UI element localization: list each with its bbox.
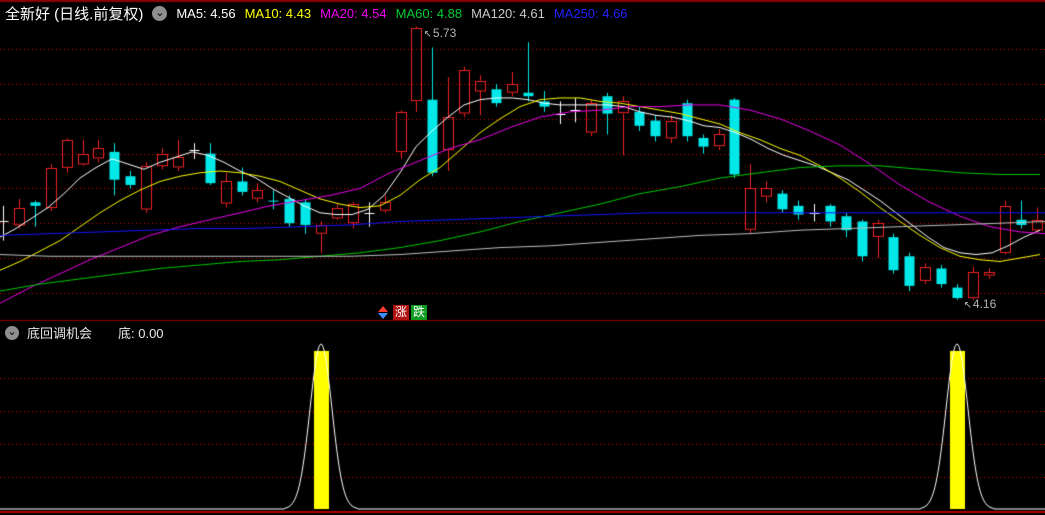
ma60-value-label: MA60: 4.88 [395,5,463,21]
indicator-value-label: 底: 0.00 [118,326,164,341]
chevron-down-icon[interactable]: ⌄ [152,5,168,21]
ma120-value-label: MA120: 4.61 [471,5,545,21]
rise-badge-button[interactable]: 涨 [393,304,409,320]
symbol-period-title: 全新好 (日线.前复权) [5,5,144,23]
ma5-value-label: MA5: 4.56 [176,5,236,21]
indicator-panel-header: ⌄ 底回调机会 底: 0.00 [5,323,164,342]
indicator-name-label: 底回调机会 [27,326,93,341]
ma20-value-label: MA20: 4.54 [320,5,387,21]
title-bar: 全新好 (日线.前复权) ⌄ MA5: 4.56 MA10: 4.43 MA20… [0,2,1045,24]
fall-badge-button[interactable]: 跌 [411,304,427,320]
ma250-value-label: MA250: 4.66 [553,5,628,21]
ma10-value-label: MA10: 4.43 [244,5,312,21]
chevron-down-icon[interactable]: ⌄ [5,325,19,340]
rise-fall-arrows-icon [378,305,388,319]
panel-divider: 涨 跌 [378,304,427,320]
